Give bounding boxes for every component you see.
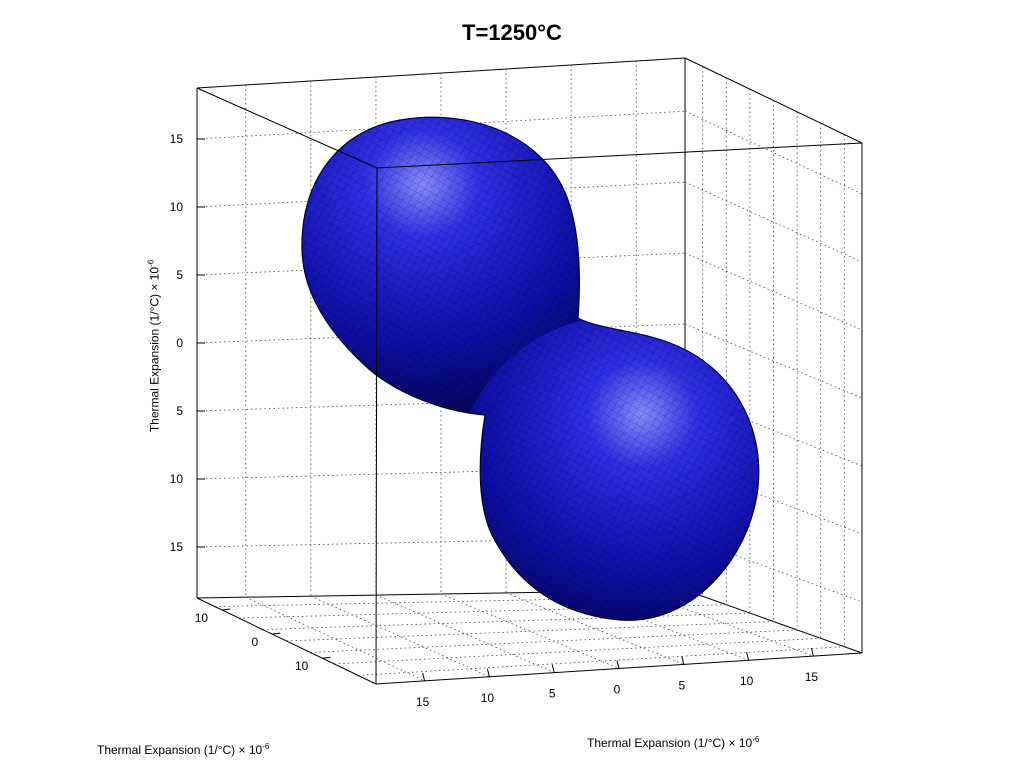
y-tick-label: 0 bbox=[614, 683, 621, 697]
x-axis-label: Thermal Expansion (1/°C) × 10-6 bbox=[97, 742, 270, 757]
surface-mesh-secondary bbox=[301, 117, 759, 621]
y-tick-label: 5 bbox=[678, 678, 685, 692]
grid-line bbox=[358, 646, 845, 676]
y-tick bbox=[810, 647, 814, 657]
surface-outline bbox=[301, 116, 760, 621]
grid-line bbox=[310, 595, 490, 678]
x-tick-label: 10 bbox=[295, 659, 309, 673]
x-tick bbox=[272, 632, 281, 635]
z-tick-label: 10 bbox=[170, 472, 184, 486]
z-tick-label: 5 bbox=[176, 404, 183, 418]
grid-line bbox=[310, 629, 798, 653]
grid-line bbox=[196, 465, 686, 480]
x-tick-label: 10 bbox=[195, 611, 209, 625]
tick-labels: 15 10 5 0 5 10 15 10 0 10 15 10 5 0 5 10 15 bbox=[170, 132, 819, 709]
box-edge bbox=[376, 142, 863, 169]
grid-line bbox=[684, 323, 863, 399]
y-tick-label: 5 bbox=[549, 687, 556, 701]
box-edge bbox=[375, 167, 378, 685]
grid-line bbox=[684, 110, 863, 195]
y-tick bbox=[681, 656, 685, 665]
y-tick-label: 10 bbox=[740, 674, 754, 688]
y-tick bbox=[616, 660, 620, 669]
y-tick-label: 15 bbox=[805, 670, 819, 684]
surface bbox=[301, 116, 760, 621]
grid-line bbox=[286, 621, 774, 642]
y-tick-label: 10 bbox=[481, 691, 495, 705]
grid-line bbox=[334, 637, 821, 665]
box-edge bbox=[196, 87, 378, 169]
y-tick-label: 15 bbox=[416, 695, 430, 709]
grid-line bbox=[440, 593, 620, 669]
box-edge bbox=[196, 597, 377, 685]
y-tick bbox=[551, 664, 555, 673]
grid-line bbox=[684, 252, 863, 331]
y-axis-label: Thermal Expansion (1/°C) × 10-6 bbox=[587, 735, 760, 750]
z-tick-label: 0 bbox=[176, 336, 183, 350]
grid-line bbox=[375, 594, 555, 674]
z-tick-label: 15 bbox=[170, 540, 184, 554]
y-tick bbox=[746, 652, 750, 661]
y-tick bbox=[422, 672, 426, 682]
grid-line bbox=[245, 596, 425, 682]
y-tick bbox=[486, 668, 490, 677]
grid-line bbox=[262, 612, 750, 630]
x-tick-label: 0 bbox=[251, 635, 258, 649]
z-tick-label: 5 bbox=[176, 268, 183, 282]
z-tick-label: 15 bbox=[170, 132, 184, 146]
x-tick bbox=[221, 608, 231, 611]
grid-line bbox=[505, 592, 684, 665]
grid-line bbox=[684, 181, 863, 263]
chart-title: T=1250°C bbox=[462, 20, 562, 45]
z-axis-label: Thermal Expansion (1/°C) × 10-6 bbox=[146, 259, 162, 433]
x-tick bbox=[322, 656, 331, 659]
z-tick-label: 10 bbox=[170, 200, 184, 214]
